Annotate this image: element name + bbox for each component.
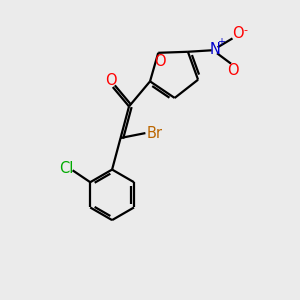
Text: Cl: Cl [59, 161, 73, 176]
Text: O: O [232, 26, 243, 41]
Text: +: + [217, 37, 225, 47]
Text: -: - [243, 26, 247, 35]
Text: O: O [154, 54, 166, 69]
Text: Br: Br [147, 126, 163, 141]
Text: O: O [106, 73, 117, 88]
Text: N: N [209, 42, 220, 57]
Text: O: O [227, 63, 238, 78]
